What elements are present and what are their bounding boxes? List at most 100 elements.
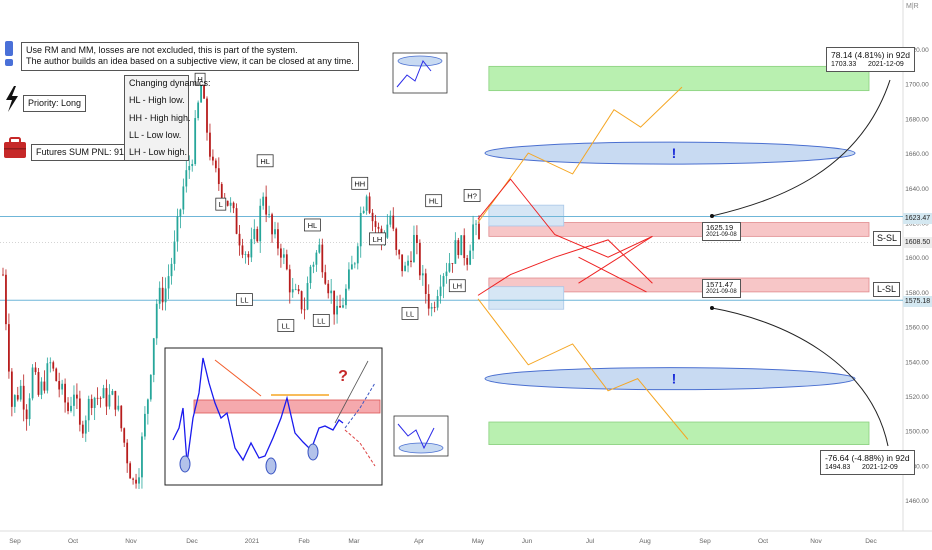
candle-body <box>13 395 16 407</box>
time-tick-label: Apr <box>414 538 425 545</box>
swing-marker-label: LL <box>282 322 290 331</box>
candle-body <box>37 372 40 395</box>
price-tick-label: 1500.00 <box>905 429 929 436</box>
candle-body <box>220 184 223 198</box>
candle-body <box>421 273 424 276</box>
candle-body <box>265 196 268 215</box>
time-tick-label: May <box>472 538 485 545</box>
candle-body <box>342 305 344 308</box>
candle-body <box>339 305 341 308</box>
candle-body <box>386 224 389 238</box>
candle-body <box>64 383 66 403</box>
candle-body <box>330 290 333 294</box>
candle-body <box>96 397 99 399</box>
candle-body <box>161 287 164 303</box>
candle-body <box>359 213 362 247</box>
candle-body <box>152 338 155 375</box>
anchor-bottom-price: 1571.47 <box>706 280 734 289</box>
swing-marker-label: LH <box>453 282 463 291</box>
candle-body <box>146 399 149 414</box>
red-scenario-path <box>578 235 653 284</box>
candle-body <box>70 405 72 412</box>
swing-marker-label: H? <box>467 191 477 200</box>
upper-measure-change: 78.14 (4.81%) in 92d <box>831 50 910 60</box>
candle-body <box>288 269 291 293</box>
candle-body <box>457 240 460 256</box>
candle-body <box>185 170 188 187</box>
swing-marker-box <box>256 154 274 168</box>
candle-body <box>84 420 87 434</box>
candle-body <box>445 271 448 277</box>
short-stop-zone <box>488 222 870 237</box>
time-tick-label: Sep <box>9 538 21 545</box>
swing-marker-box <box>277 319 295 333</box>
price-tick-label: 1540.00 <box>905 359 929 366</box>
candle-body <box>132 478 134 480</box>
exclaim-mark: ! <box>672 371 677 387</box>
scale-mode-label[interactable]: M|R <box>906 3 919 10</box>
candle-body <box>463 235 466 259</box>
candle-body <box>58 381 61 390</box>
candle-body <box>460 235 463 256</box>
candle-body <box>129 463 132 479</box>
candle-body <box>93 397 96 408</box>
candle-body <box>478 223 480 240</box>
inset-down-arrow <box>214 359 262 397</box>
candle-body <box>377 226 380 229</box>
candle-body <box>430 307 433 309</box>
candle-body <box>149 374 152 400</box>
candle-body <box>256 229 259 242</box>
candle-body <box>424 273 427 294</box>
candle-body <box>212 156 214 161</box>
long-scenario-path <box>477 86 683 223</box>
candle-body <box>466 258 469 265</box>
priority-note: Priority: Long <box>23 95 87 113</box>
candle-body <box>34 367 37 373</box>
mini-pattern-top-ellipse <box>397 55 443 67</box>
entry-zone-upper <box>488 204 565 227</box>
swing-marker-box <box>304 218 321 232</box>
disclaimer-note: Use RM and MM, losses are not excluded, … <box>21 42 359 71</box>
candle-body <box>407 260 409 266</box>
inset-zone <box>193 399 381 414</box>
lower-target-ellipse <box>484 367 856 391</box>
candle-body <box>475 223 477 225</box>
candle-body <box>194 118 197 164</box>
candle-body <box>170 263 173 277</box>
candle-body <box>253 229 256 240</box>
candle-body <box>49 362 52 364</box>
inset-question-mark: ? <box>338 368 348 385</box>
swing-marker-label: HH <box>354 179 365 188</box>
candle-body <box>448 263 451 272</box>
candle-body <box>111 391 114 395</box>
swing-marker-label: H <box>197 75 202 84</box>
candle-body <box>78 398 81 425</box>
anchor-top-date: 2021-09-08 <box>706 232 737 239</box>
candle-body <box>229 202 232 206</box>
lower-measure-detail: 1494.83 2021-12-09 <box>825 463 898 471</box>
time-tick-label: Nov <box>810 538 822 545</box>
candle-body <box>374 221 377 227</box>
candle-body <box>81 424 84 434</box>
candle-body <box>280 248 282 258</box>
inset-low-ellipse <box>179 455 191 473</box>
anchor-label-top: 1625.19 2021-09-08 <box>702 222 741 241</box>
candle-body <box>336 305 338 315</box>
lightning-icon <box>5 86 19 117</box>
info-icon <box>5 41 13 67</box>
lower-anchor-dot <box>710 306 714 310</box>
anchor-top-price: 1625.19 <box>706 223 734 232</box>
candle-body <box>126 442 129 464</box>
candle-body <box>309 266 312 284</box>
candle-body <box>389 215 392 225</box>
candle-body <box>179 209 182 217</box>
candle-body <box>300 291 303 310</box>
candle-body <box>155 303 158 339</box>
price-tick-label: 1680.00 <box>905 116 929 123</box>
time-tick-label: Oct <box>68 538 78 545</box>
upper-measure-curve <box>711 79 891 217</box>
inset-up-arrow <box>334 360 369 424</box>
price-tick-label: 1480.00 <box>905 463 929 470</box>
candle-body <box>182 186 185 210</box>
